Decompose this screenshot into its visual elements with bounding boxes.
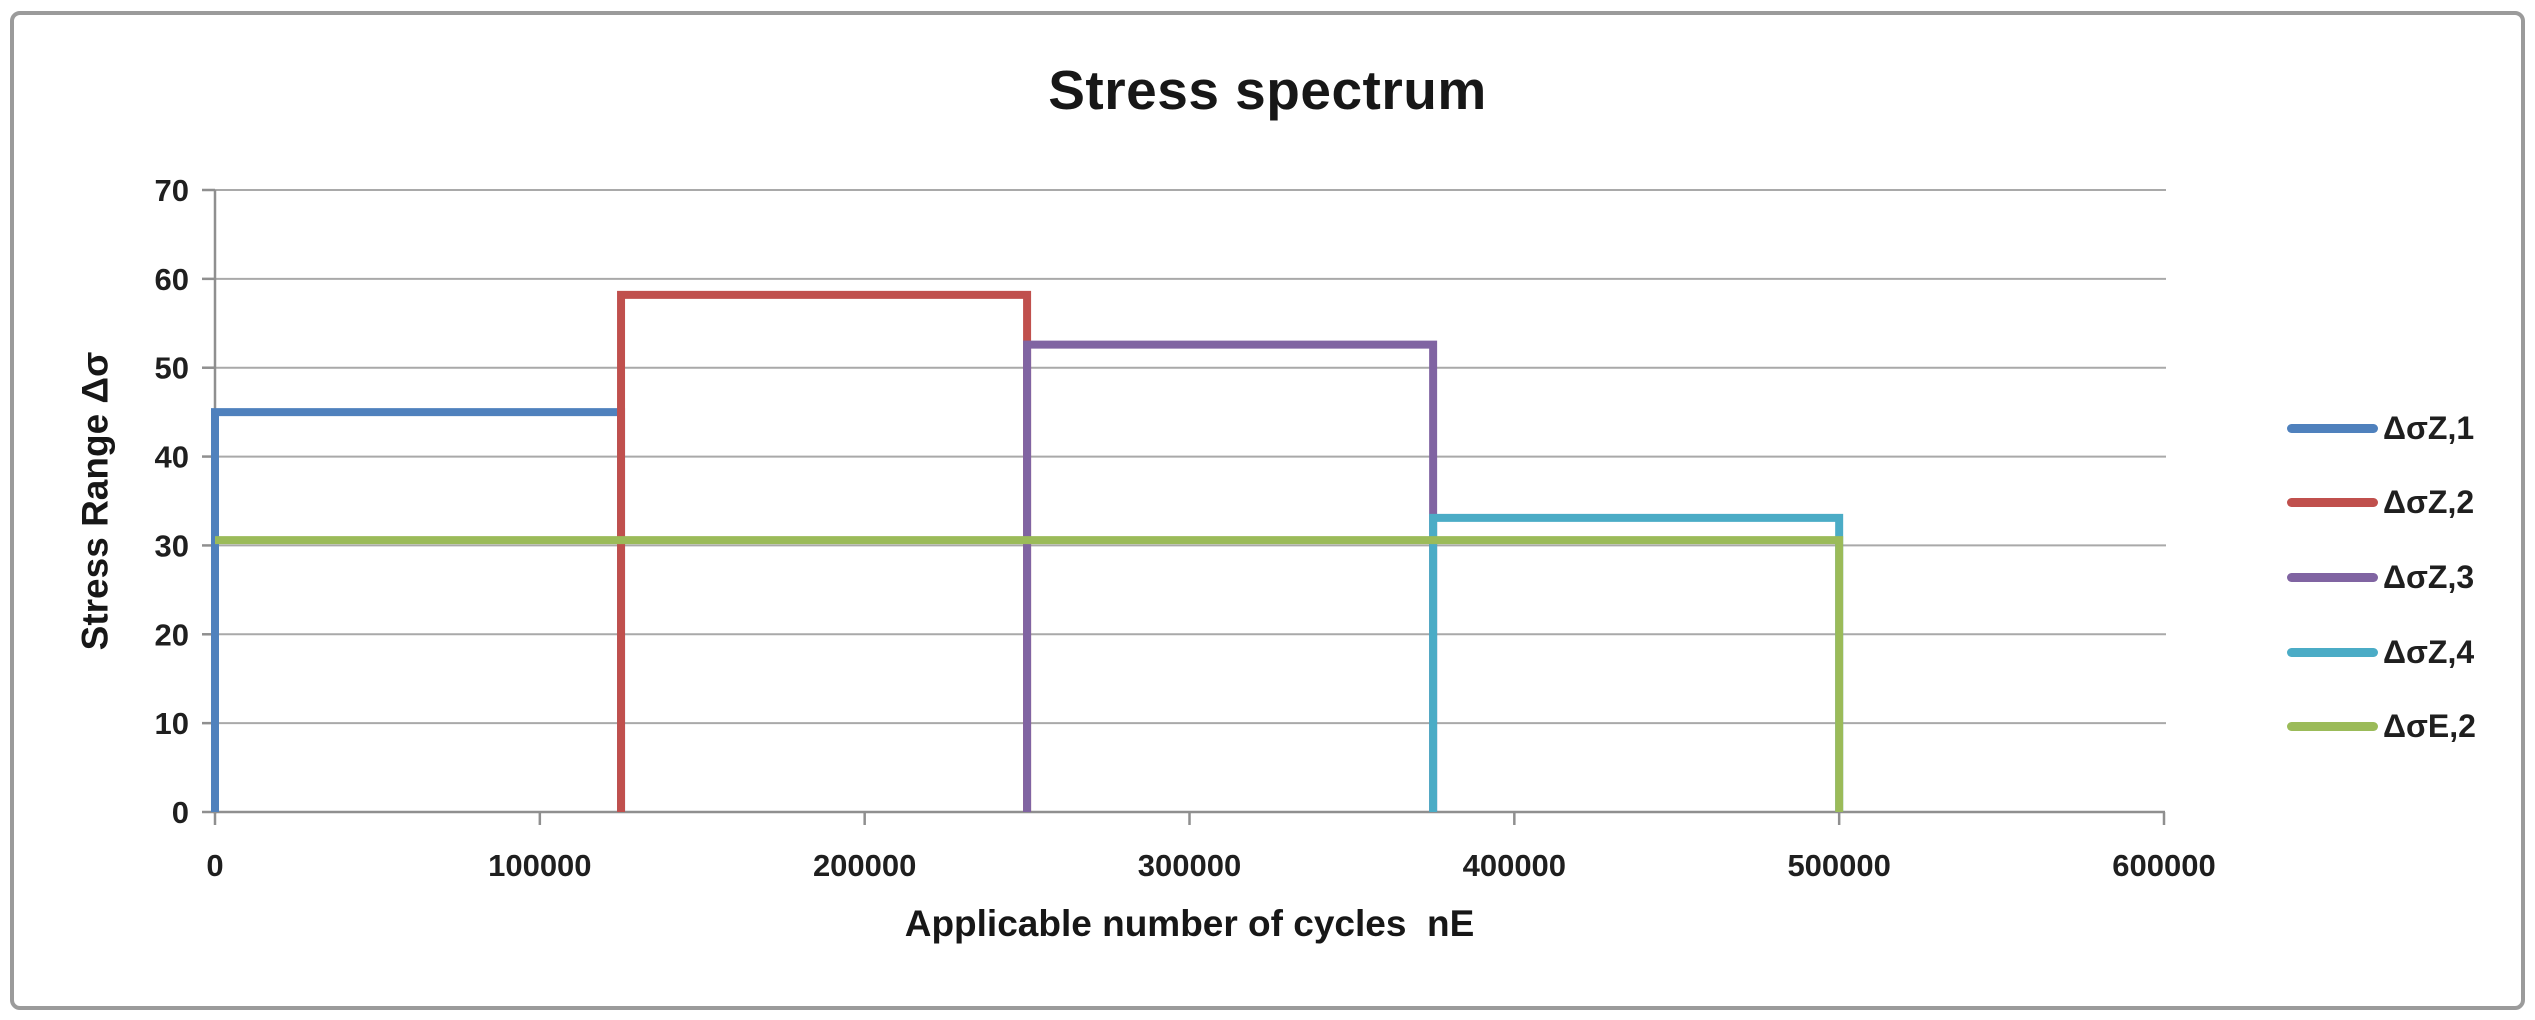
x-tick-label: 200000	[813, 848, 916, 883]
series-line-5	[215, 536, 1844, 812]
chart-title: Stress spectrum	[1048, 59, 1487, 121]
legend-swatch	[2287, 572, 2378, 582]
series-line-2	[617, 290, 1032, 812]
chart-border	[10, 11, 2525, 1010]
legend-item: ΔσE,2	[2287, 689, 2476, 764]
y-axis-title: Stress Range Δσ	[74, 351, 115, 651]
series-line-4	[1429, 513, 1844, 812]
x-tick-label: 300000	[1138, 848, 1241, 883]
legend-label: ΔσZ,1	[2383, 409, 2475, 446]
x-tick-label: 0	[206, 848, 223, 883]
legend-swatch	[2287, 722, 2378, 732]
y-tick-label: 50	[155, 351, 189, 386]
y-axis-title-wrap: Stress Range Δσ	[50, 190, 140, 812]
legend: ΔσZ,1 ΔσZ,2 ΔσZ,3 ΔσZ,4 ΔσE,2	[2287, 391, 2476, 764]
x-tick-label: 400000	[1463, 848, 1566, 883]
y-tick-label: 0	[172, 795, 189, 830]
legend-swatch	[2287, 647, 2378, 657]
legend-label: ΔσZ,3	[2383, 558, 2475, 595]
x-axis-title: Applicable number of cycles nE	[904, 903, 1475, 944]
legend-item: ΔσZ,2	[2287, 466, 2476, 541]
legend-item: ΔσZ,1	[2287, 391, 2476, 466]
x-tick-label: 500000	[1787, 848, 1890, 883]
y-tick-label: 20	[155, 617, 189, 652]
y-tick-label: 60	[155, 262, 189, 297]
y-tick-label: 40	[155, 440, 189, 475]
y-tick-label: 30	[155, 528, 189, 563]
y-tick-label: 70	[155, 173, 189, 208]
legend-label: ΔσE,2	[2383, 708, 2476, 745]
series-line-1	[211, 408, 626, 812]
legend-label: ΔσZ,4	[2383, 633, 2475, 670]
y-tick-label: 10	[155, 706, 189, 741]
legend-item: ΔσZ,4	[2287, 615, 2476, 690]
legend-item: ΔσZ,3	[2287, 540, 2476, 615]
legend-label: ΔσZ,2	[2383, 484, 2475, 521]
series-line-3	[1023, 340, 1438, 812]
x-tick-label: 600000	[2112, 848, 2215, 883]
x-tick-label: 100000	[488, 848, 591, 883]
legend-swatch	[2287, 423, 2378, 433]
legend-swatch	[2287, 498, 2378, 508]
